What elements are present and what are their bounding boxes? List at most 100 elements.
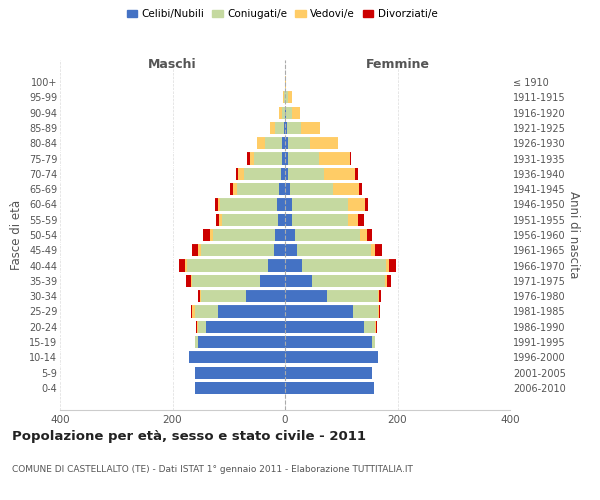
Bar [206,320,285,333]
Bar [348,198,365,210]
Bar [283,91,284,104]
Bar [222,214,278,226]
Bar [191,275,192,287]
Text: Femmine: Femmine [365,58,430,71]
Bar [185,260,187,272]
Bar [334,183,359,195]
Bar [217,214,219,226]
Bar [285,137,288,149]
Bar [285,382,374,394]
Bar [285,290,327,302]
Bar [287,122,301,134]
Bar [257,137,265,149]
Bar [250,152,254,164]
Bar [285,366,372,379]
Bar [265,137,282,149]
Bar [292,214,348,226]
Bar [285,122,287,134]
Bar [195,382,285,394]
Bar [285,306,353,318]
Bar [196,320,197,333]
Text: COMUNE DI CASTELLALTO (TE) - Dati ISTAT 1° gennaio 2011 - Elaborazione TUTTITALI: COMUNE DI CASTELLALTO (TE) - Dati ISTAT … [12,465,413,474]
Bar [210,229,213,241]
Bar [195,366,285,379]
Bar [199,290,200,302]
Legend: Celibi/Nubili, Coniugati/e, Vedovi/e, Divorziati/e: Celibi/Nubili, Coniugati/e, Vedovi/e, Di… [122,5,442,24]
Bar [198,320,206,333]
Bar [379,306,380,318]
Bar [285,152,288,164]
Bar [301,122,320,134]
Bar [312,275,385,287]
Bar [288,168,325,180]
Bar [348,214,358,226]
Bar [285,320,364,333]
Bar [290,183,334,195]
Bar [198,290,199,302]
Bar [286,106,292,118]
Bar [275,122,284,134]
Bar [358,214,364,226]
Bar [219,214,222,226]
Bar [230,183,233,195]
Bar [195,306,218,318]
Bar [292,198,348,210]
Bar [292,106,300,118]
Bar [254,152,282,164]
Bar [285,183,290,195]
Bar [285,336,372,348]
Bar [376,320,377,333]
Bar [285,91,288,104]
Bar [195,336,198,348]
Bar [295,229,360,241]
Bar [187,260,268,272]
Bar [192,306,195,318]
Bar [284,122,285,134]
Bar [192,244,198,256]
Bar [288,91,292,104]
Bar [364,320,375,333]
Bar [285,168,288,180]
Bar [285,214,292,226]
Bar [198,336,285,348]
Bar [235,168,238,180]
Bar [280,106,282,118]
Bar [387,275,391,287]
Bar [197,320,198,333]
Bar [203,229,210,241]
Text: Popolazione per età, sesso e stato civile - 2011: Popolazione per età, sesso e stato civil… [12,430,366,443]
Bar [237,183,280,195]
Bar [288,137,310,149]
Bar [285,229,295,241]
Bar [325,168,355,180]
Bar [367,229,372,241]
Bar [389,260,396,272]
Bar [280,183,285,195]
Bar [285,260,302,272]
Bar [218,198,220,210]
Bar [220,198,277,210]
Bar [285,275,312,287]
Bar [247,152,250,164]
Bar [192,275,260,287]
Bar [186,275,191,287]
Bar [360,229,367,241]
Bar [302,260,386,272]
Bar [233,183,237,195]
Bar [200,290,245,302]
Bar [385,275,387,287]
Bar [282,137,285,149]
Bar [282,106,285,118]
Bar [288,152,319,164]
Bar [371,244,375,256]
Bar [277,198,285,210]
Bar [386,260,389,272]
Bar [375,244,382,256]
Bar [284,91,285,104]
Bar [365,198,368,210]
Bar [282,152,285,164]
Bar [213,229,275,241]
Bar [355,168,358,180]
Bar [278,214,285,226]
Bar [379,290,380,302]
